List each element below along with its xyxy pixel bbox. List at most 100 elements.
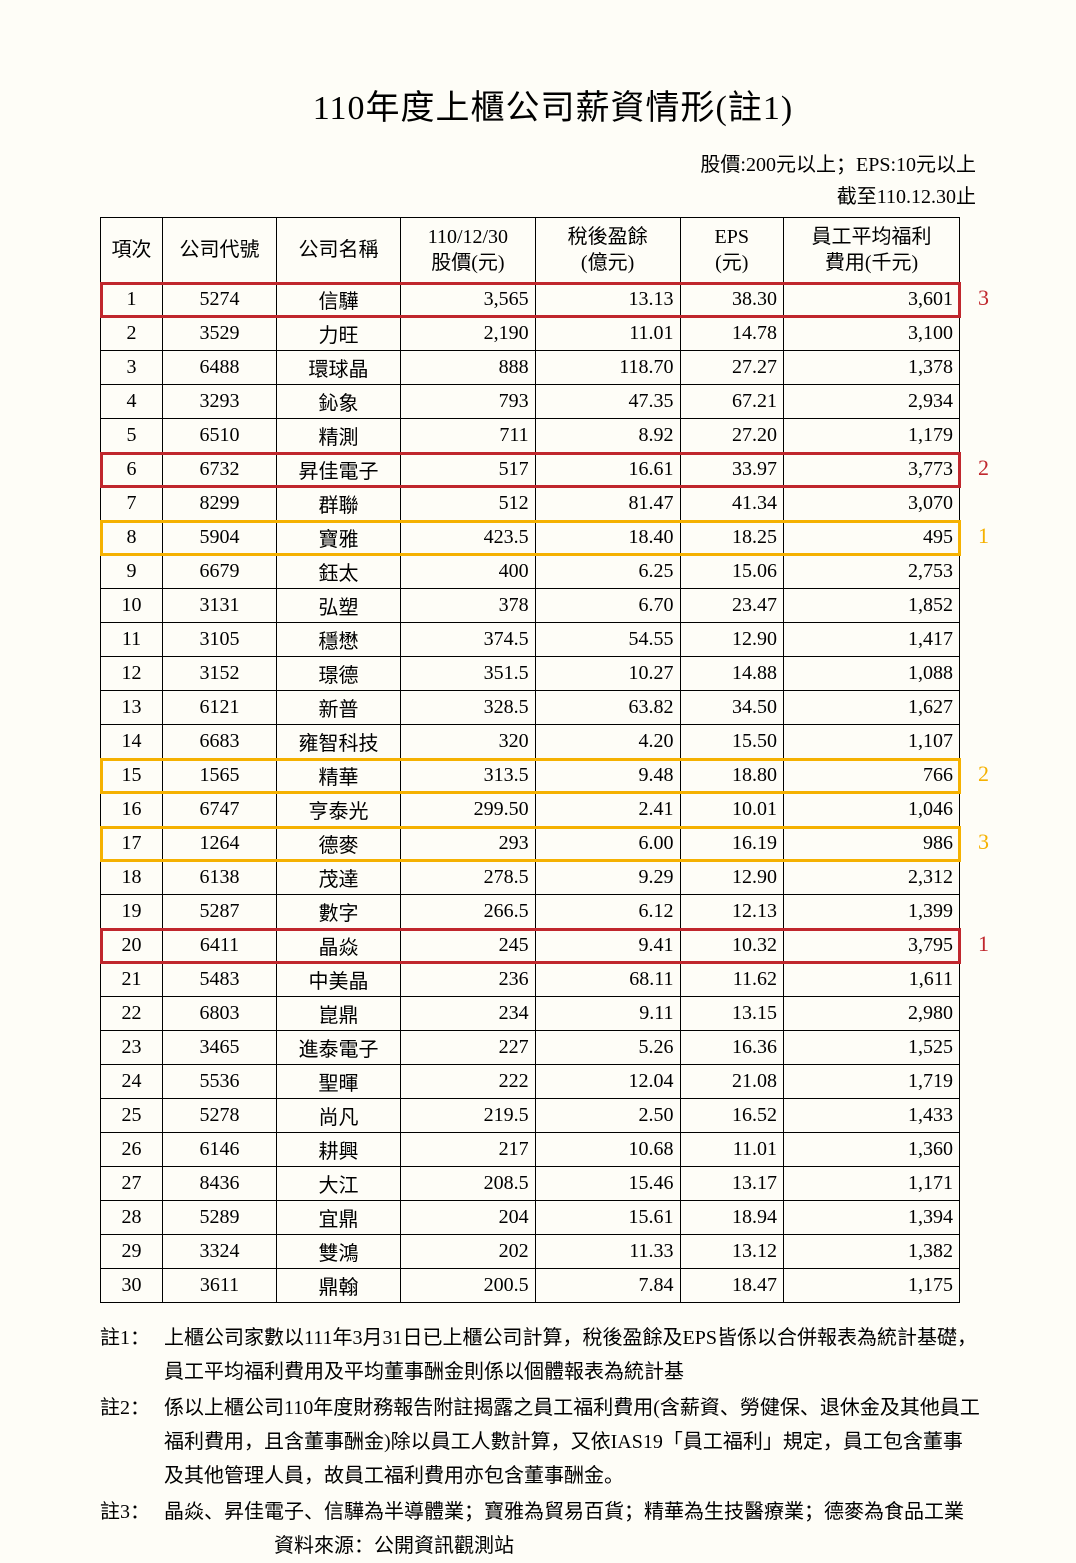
- cell-price: 227: [401, 1031, 536, 1065]
- cell-eps: 10.32: [680, 929, 783, 963]
- table-row: 113105穩懋374.554.5512.901,417: [101, 623, 960, 657]
- cell-price: 328.5: [401, 691, 536, 725]
- cell-index: 8: [101, 521, 163, 555]
- cell-earnings: 2.41: [535, 793, 680, 827]
- table-row: 96679鈺太4006.2515.062,753: [101, 555, 960, 589]
- data-source: 資料來源：公開資訊觀測站: [274, 1529, 514, 1563]
- cell-welfare: 1,611: [784, 963, 960, 997]
- cell-welfare: 2,980: [784, 997, 960, 1031]
- table-row: 195287數字266.56.1212.131,399: [101, 895, 960, 929]
- cell-index: 6: [101, 453, 163, 487]
- cell-eps: 11.01: [680, 1133, 783, 1167]
- cell-code: 1565: [163, 759, 277, 793]
- cell-code: 3131: [163, 589, 277, 623]
- cell-earnings: 11.01: [535, 317, 680, 351]
- cell-earnings: 9.41: [535, 929, 680, 963]
- table-row: 146683雍智科技3204.2015.501,107: [101, 725, 960, 759]
- cell-welfare: 986: [784, 827, 960, 861]
- cell-code: 3324: [163, 1235, 277, 1269]
- th-welfare: 員工平均福利 費用(千元): [784, 218, 960, 283]
- rank-label: 2: [978, 761, 989, 787]
- cell-price: 793: [401, 385, 536, 419]
- cell-eps: 27.20: [680, 419, 783, 453]
- cell-price: 320: [401, 725, 536, 759]
- page-title: 110年度上櫃公司薪資情形(註1): [100, 80, 1006, 129]
- cell-code: 6146: [163, 1133, 277, 1167]
- cell-index: 25: [101, 1099, 163, 1133]
- cell-earnings: 54.55: [535, 623, 680, 657]
- cell-eps: 41.34: [680, 487, 783, 521]
- th-earnings: 稅後盈餘 (億元): [535, 218, 680, 283]
- cell-code: 5289: [163, 1201, 277, 1235]
- cell-name: 進泰電子: [276, 1031, 400, 1065]
- cell-index: 30: [101, 1269, 163, 1303]
- cell-name: 群聯: [276, 487, 400, 521]
- cell-welfare: 1,417: [784, 623, 960, 657]
- table-row: 206411晶焱2459.4110.323,795: [101, 929, 960, 963]
- th-name: 公司名稱: [276, 218, 400, 283]
- table-row: 293324雙鴻20211.3313.121,382: [101, 1235, 960, 1269]
- cell-eps: 10.01: [680, 793, 783, 827]
- footnotes: 註1：上櫃公司家數以111年3月31日已上櫃公司計算，稅後盈餘及EPS皆係以合併…: [100, 1321, 980, 1563]
- th-code: 公司代號: [163, 218, 277, 283]
- cell-code: 6683: [163, 725, 277, 759]
- cell-earnings: 6.25: [535, 555, 680, 589]
- table-row: 15274信驊3,56513.1338.303,601: [101, 283, 960, 317]
- table-row: 255278尚凡219.52.5016.521,433: [101, 1099, 960, 1133]
- cell-name: 數字: [276, 895, 400, 929]
- cell-name: 大江: [276, 1167, 400, 1201]
- subhead-line-1: 股價:200元以上；EPS:10元以上: [100, 149, 976, 181]
- cell-price: 3,565: [401, 283, 536, 317]
- cell-earnings: 18.40: [535, 521, 680, 555]
- footnote: 註1：上櫃公司家數以111年3月31日已上櫃公司計算，稅後盈餘及EPS皆係以合併…: [100, 1321, 980, 1389]
- rank-label: 3: [978, 829, 989, 855]
- cell-eps: 13.17: [680, 1167, 783, 1201]
- cell-eps: 14.88: [680, 657, 783, 691]
- header-row: 項次 公司代號 公司名稱 110/12/30 股價(元) 稅後盈餘 (億元) E…: [101, 218, 960, 283]
- cell-name: 亨泰光: [276, 793, 400, 827]
- cell-price: 245: [401, 929, 536, 963]
- table-body: 15274信驊3,56513.1338.303,60123529力旺2,1901…: [101, 283, 960, 1303]
- cell-name: 德麥: [276, 827, 400, 861]
- cell-price: 512: [401, 487, 536, 521]
- cell-name: 精測: [276, 419, 400, 453]
- cell-name: 雍智科技: [276, 725, 400, 759]
- cell-earnings: 8.92: [535, 419, 680, 453]
- cell-code: 5536: [163, 1065, 277, 1099]
- cell-eps: 18.94: [680, 1201, 783, 1235]
- table-row: 215483中美晶23668.1111.621,611: [101, 963, 960, 997]
- cell-price: 222: [401, 1065, 536, 1099]
- cell-earnings: 10.27: [535, 657, 680, 691]
- cell-price: 374.5: [401, 623, 536, 657]
- cell-eps: 16.36: [680, 1031, 783, 1065]
- cell-eps: 67.21: [680, 385, 783, 419]
- footnote-label: 註2：: [100, 1391, 164, 1493]
- cell-eps: 16.52: [680, 1099, 783, 1133]
- cell-eps: 13.12: [680, 1235, 783, 1269]
- cell-name: 力旺: [276, 317, 400, 351]
- cell-code: 6679: [163, 555, 277, 589]
- cell-code: 3611: [163, 1269, 277, 1303]
- cell-name: 精華: [276, 759, 400, 793]
- cell-name: 崑鼎: [276, 997, 400, 1031]
- cell-eps: 13.15: [680, 997, 783, 1031]
- cell-welfare: 1,394: [784, 1201, 960, 1235]
- cell-name: 茂達: [276, 861, 400, 895]
- cell-index: 23: [101, 1031, 163, 1065]
- cell-code: 3105: [163, 623, 277, 657]
- cell-code: 6121: [163, 691, 277, 725]
- cell-name: 宜鼎: [276, 1201, 400, 1235]
- cell-price: 217: [401, 1133, 536, 1167]
- cell-name: 鈺太: [276, 555, 400, 589]
- cell-earnings: 6.70: [535, 589, 680, 623]
- cell-code: 3465: [163, 1031, 277, 1065]
- table-row: 226803崑鼎2349.1113.152,980: [101, 997, 960, 1031]
- cell-index: 9: [101, 555, 163, 589]
- cell-welfare: 1,719: [784, 1065, 960, 1099]
- cell-eps: 12.90: [680, 623, 783, 657]
- rank-label: 1: [978, 523, 989, 549]
- cell-price: 234: [401, 997, 536, 1031]
- cell-welfare: 2,312: [784, 861, 960, 895]
- cell-index: 17: [101, 827, 163, 861]
- cell-index: 28: [101, 1201, 163, 1235]
